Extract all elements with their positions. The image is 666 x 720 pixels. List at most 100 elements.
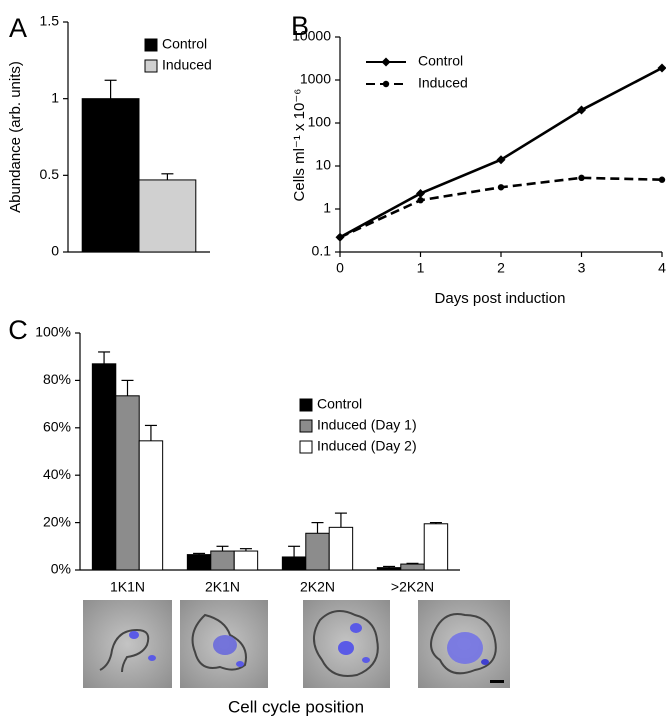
- marker: [578, 174, 585, 182]
- x-tick-label: 2K2N: [300, 579, 335, 595]
- marker: [577, 105, 586, 115]
- y-tick-label: 10000: [292, 28, 331, 44]
- error-bar: [406, 562, 419, 565]
- legend-swatch: [144, 59, 158, 73]
- marker: [496, 155, 506, 165]
- nucleus: [236, 661, 244, 667]
- error-bar: [216, 545, 229, 552]
- micrograph: [83, 600, 172, 688]
- cell-outline: [430, 613, 497, 675]
- bar: [138, 179, 197, 253]
- bar: [186, 554, 212, 571]
- error-bar: [311, 521, 324, 534]
- bar: [233, 550, 259, 571]
- y-tick-label: 80%: [43, 371, 71, 387]
- error-bar: [161, 173, 174, 180]
- bar: [81, 98, 140, 253]
- bar: [138, 440, 164, 571]
- marker: [497, 184, 505, 191]
- legend-label: Induced: [418, 75, 468, 91]
- error-bar: [121, 379, 134, 396]
- y-tick-label: 1000: [300, 71, 331, 87]
- x-tick-label: 4: [658, 260, 666, 276]
- error-bar: [239, 548, 252, 552]
- bar: [376, 567, 402, 571]
- legend-marker: [381, 57, 391, 67]
- x-axis-label: Days post induction: [435, 290, 566, 307]
- y-tick-label: 0.5: [40, 166, 60, 182]
- y-tick-label: 100: [308, 114, 332, 130]
- nucleus: [148, 655, 156, 661]
- y-tick-label: 0.1: [312, 243, 332, 259]
- x-tick-label: 1: [417, 260, 425, 276]
- error-bar: [429, 521, 442, 524]
- x-tick-label: 2K1N: [205, 579, 240, 595]
- legend-swatch: [299, 419, 313, 433]
- legend-label: Induced: [162, 57, 212, 73]
- y-tick-label: 10: [315, 157, 331, 173]
- error-bar: [334, 512, 347, 528]
- scale-bar: [490, 680, 504, 683]
- legend-swatch: [299, 440, 313, 454]
- legend-swatch: [299, 398, 313, 412]
- legend-marker: [382, 80, 390, 88]
- y-tick-label: 20%: [43, 513, 71, 529]
- y-tick-label: 0: [51, 243, 59, 259]
- bar: [400, 563, 425, 571]
- x-tick-label: 3: [578, 260, 586, 276]
- bar: [210, 550, 235, 571]
- error-bar: [193, 552, 206, 555]
- y-tick-label: 1.5: [40, 13, 60, 29]
- y-tick-label: 0%: [51, 561, 71, 577]
- x-tick-label: 1K1N: [110, 579, 145, 595]
- x-axis-label: Cell cycle position: [228, 697, 364, 716]
- nucleus: [350, 623, 362, 633]
- y-tick-label: 100%: [35, 324, 71, 340]
- y-tick-label: 1: [51, 89, 59, 105]
- nucleus: [447, 632, 483, 664]
- y-axis-label: Abundance (arb. units): [7, 61, 24, 213]
- legend-label: Control: [317, 396, 362, 412]
- panel-label: C: [8, 315, 28, 345]
- error-bar: [288, 545, 301, 557]
- bar: [91, 363, 117, 571]
- error-bar: [104, 79, 117, 99]
- bar: [305, 532, 330, 571]
- nucleus: [481, 659, 489, 665]
- cell-outline: [191, 613, 247, 671]
- bar: [423, 523, 449, 571]
- x-tick-label: 2: [497, 260, 505, 276]
- nucleus: [362, 657, 370, 663]
- legend-label: Control: [418, 53, 463, 69]
- y-tick-label: 60%: [43, 419, 71, 435]
- legend-label: Induced (Day 2): [317, 438, 417, 454]
- bar: [115, 395, 140, 571]
- y-tick-label: 40%: [43, 466, 71, 482]
- legend-swatch: [144, 38, 158, 52]
- y-axis-label: Cells ml⁻¹ x 10⁻⁶: [291, 89, 308, 202]
- bar: [328, 526, 354, 571]
- panel-label: B: [291, 11, 309, 41]
- marker: [417, 197, 424, 204]
- micrographs: [83, 600, 510, 688]
- panel-label: A: [9, 13, 27, 43]
- x-tick-label: 0: [336, 260, 344, 276]
- legend-label: Induced (Day 1): [317, 417, 417, 433]
- error-bar: [383, 565, 396, 568]
- nucleus: [129, 631, 139, 639]
- marker: [416, 188, 425, 198]
- marker: [657, 63, 666, 73]
- error-bar: [144, 424, 157, 441]
- data-line: [339, 66, 663, 239]
- nucleus: [338, 641, 354, 655]
- cell-outline: [313, 610, 379, 677]
- bar: [281, 556, 307, 571]
- marker: [658, 176, 666, 183]
- legend-label: Control: [162, 36, 207, 52]
- y-tick-label: 1: [323, 200, 331, 216]
- nucleus: [213, 635, 237, 655]
- marker: [336, 234, 344, 241]
- error-bar: [98, 351, 111, 364]
- cell-outline: [99, 628, 150, 673]
